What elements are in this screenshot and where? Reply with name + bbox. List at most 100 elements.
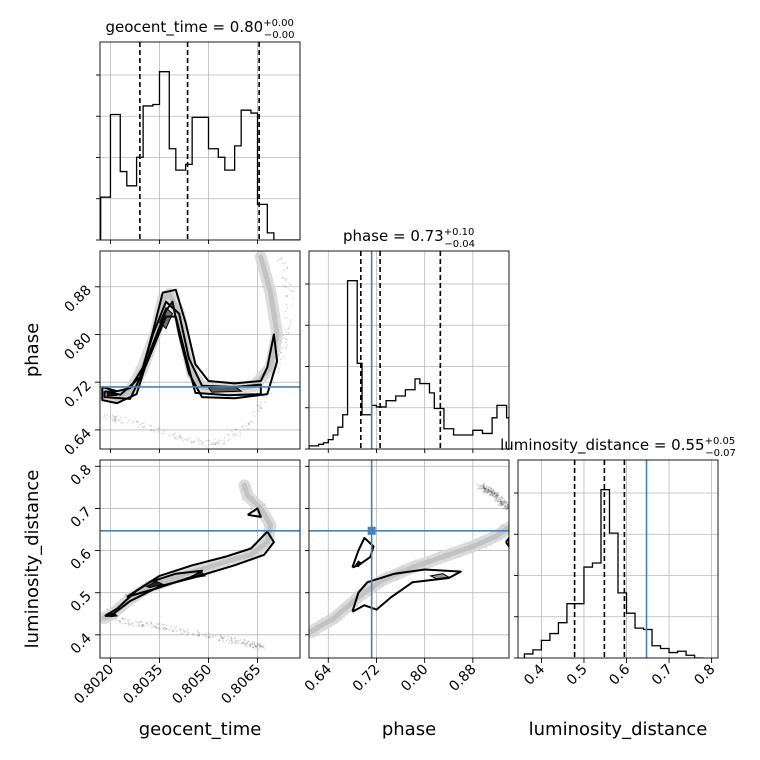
- sample-point: [248, 423, 251, 426]
- sample-point: [111, 417, 113, 420]
- sample-point: [208, 632, 211, 635]
- sample-point: [157, 623, 159, 626]
- sample-point: [165, 628, 168, 630]
- sample-point: [482, 483, 485, 486]
- sample-point: [230, 642, 233, 645]
- y-tick-label: 0.88: [61, 282, 94, 315]
- sample-point: [491, 494, 494, 497]
- sample-point: [263, 648, 266, 651]
- sample-point: [493, 496, 496, 498]
- sample-point: [122, 618, 125, 621]
- sample-point: [491, 494, 494, 497]
- panel-frame: [99, 41, 301, 241]
- sample-point: [242, 642, 245, 645]
- sample-point: [149, 621, 152, 624]
- sample-point: [484, 487, 487, 490]
- sample-point: [234, 637, 236, 639]
- sample-point: [251, 645, 254, 648]
- sample-point: [232, 433, 235, 436]
- sample-point: [158, 427, 160, 430]
- sample-point: [488, 490, 491, 493]
- sample-point: [490, 491, 493, 494]
- sample-point: [196, 437, 198, 440]
- sample-point: [277, 367, 280, 370]
- sample-point: [483, 487, 486, 490]
- sample-point: [502, 507, 505, 510]
- sample-point: [289, 284, 292, 286]
- histogram-step-geocent_time: [100, 71, 300, 240]
- sample-point: [241, 425, 244, 427]
- sample-point: [495, 495, 498, 498]
- sample-point: [247, 640, 250, 643]
- sample-point: [255, 645, 258, 647]
- sample-point: [487, 489, 490, 492]
- truth-marker: [367, 526, 376, 535]
- sample-point: [485, 492, 488, 495]
- sample-point: [485, 485, 488, 488]
- sample-point: [495, 492, 497, 495]
- sample-point: [280, 347, 282, 350]
- panel-frame: [517, 459, 719, 659]
- sample-point: [285, 295, 288, 298]
- sample-point: [259, 646, 261, 648]
- sample-point: [168, 434, 171, 436]
- sample-point: [288, 289, 291, 292]
- sample-point: [119, 621, 122, 624]
- sample-point: [479, 484, 482, 487]
- sample-point: [114, 415, 116, 418]
- sample-point: [163, 626, 165, 629]
- sample-point: [489, 494, 492, 497]
- sample-point: [235, 642, 237, 645]
- sample-point: [276, 259, 279, 262]
- sample-point: [232, 641, 235, 644]
- sample-point: [273, 382, 275, 384]
- sample-point: [483, 490, 486, 492]
- sample-point: [277, 365, 279, 368]
- panel-title-luminosity_distance: luminosity_distance = 0.55+0.05 −0.07: [500, 436, 736, 459]
- sample-point: [493, 495, 496, 498]
- sample-point: [503, 507, 506, 510]
- sample-point: [243, 644, 246, 647]
- sample-point: [207, 439, 209, 442]
- sample-point: [484, 490, 487, 493]
- contour-line: [351, 536, 375, 569]
- sample-point: [257, 405, 260, 408]
- sample-point: [510, 523, 512, 525]
- sample-point: [488, 491, 491, 494]
- sample-point: [127, 620, 130, 623]
- sample-point: [500, 500, 503, 503]
- sample-point: [256, 643, 259, 645]
- sample-point: [496, 491, 499, 494]
- sample-point: [283, 337, 286, 339]
- sample-point: [484, 490, 487, 493]
- sample-point: [231, 641, 234, 644]
- sample-point: [282, 276, 284, 279]
- sample-point: [245, 643, 248, 646]
- sample-point: [265, 396, 268, 399]
- sample-point: [255, 645, 258, 648]
- sample-point: [495, 497, 498, 500]
- sample-point: [190, 441, 193, 444]
- sample-point: [280, 358, 282, 360]
- sample-point: [282, 284, 285, 287]
- sample-point: [128, 624, 131, 627]
- sample-point: [483, 488, 486, 490]
- sample-point: [497, 498, 500, 501]
- sample-point: [193, 440, 196, 442]
- sample-point: [479, 486, 482, 488]
- sample-point: [478, 487, 481, 490]
- sample-point: [500, 502, 503, 505]
- sample-point: [219, 635, 222, 637]
- sample-point: [206, 636, 209, 639]
- sample-point: [253, 643, 256, 646]
- sample-point: [215, 442, 217, 444]
- sample-point: [259, 406, 262, 409]
- sample-point: [214, 635, 217, 637]
- sample-point: [136, 624, 139, 627]
- sample-point: [497, 498, 499, 501]
- sample-point: [145, 622, 148, 625]
- sample-point: [175, 630, 178, 633]
- y-tick-label: 0.7: [68, 504, 95, 531]
- sample-point: [285, 294, 287, 297]
- sample-point: [284, 279, 287, 282]
